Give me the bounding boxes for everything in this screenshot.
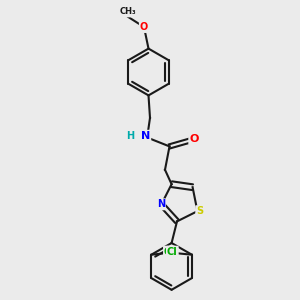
Text: S: S <box>196 206 203 216</box>
Text: Cl: Cl <box>164 247 175 257</box>
Text: O: O <box>189 134 199 144</box>
Text: N: N <box>157 199 165 209</box>
Text: Cl: Cl <box>167 247 178 257</box>
Text: CH₃: CH₃ <box>119 8 136 16</box>
Text: H: H <box>126 131 134 141</box>
Text: O: O <box>140 22 148 32</box>
Text: N: N <box>141 131 150 141</box>
